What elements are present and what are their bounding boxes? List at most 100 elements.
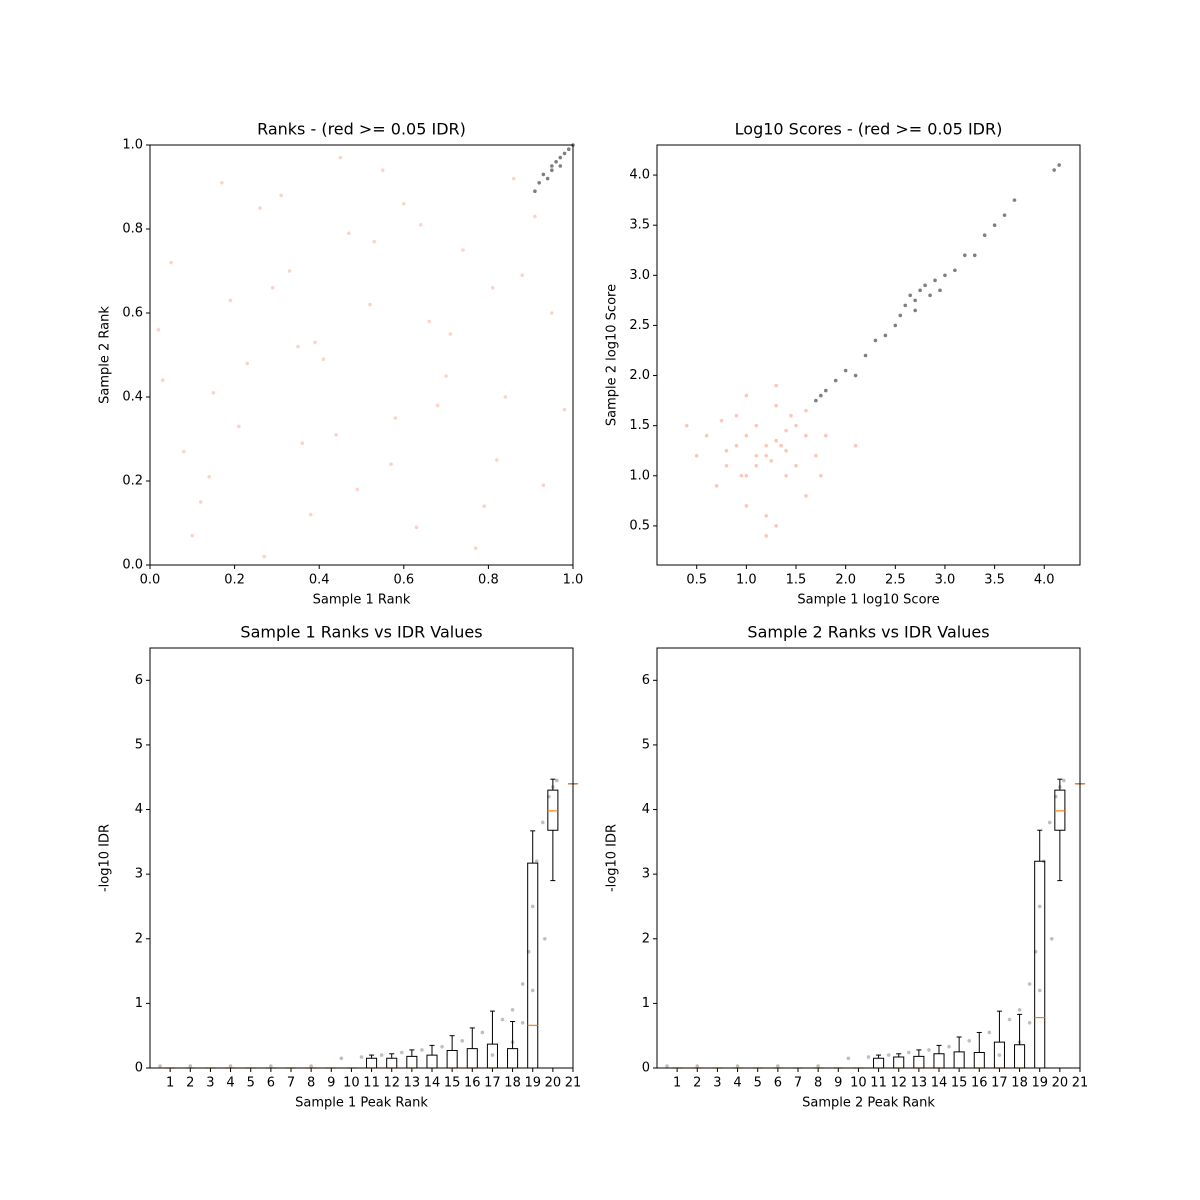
- x-tick-label: 21: [1072, 1076, 1089, 1091]
- x-tick-label: 7: [287, 1076, 295, 1091]
- point: [460, 1039, 465, 1043]
- point: [734, 413, 739, 418]
- x-tick-label: 0.2: [224, 573, 245, 588]
- point: [754, 453, 759, 458]
- point: [300, 441, 305, 446]
- point: [804, 408, 808, 413]
- point: [833, 378, 838, 383]
- point: [923, 283, 927, 288]
- x-tick-label: 17: [991, 1076, 1008, 1091]
- point: [1052, 168, 1056, 172]
- point: [448, 332, 453, 336]
- x-tick-label: 2.5: [885, 573, 906, 588]
- x-axis-label: Sample 1 Peak Rank: [295, 1096, 428, 1111]
- x-tick-label: 10: [343, 1076, 360, 1091]
- point: [511, 176, 516, 181]
- x-tick-label: 5: [754, 1076, 762, 1091]
- point: [269, 1064, 273, 1068]
- point: [695, 1064, 700, 1068]
- point: [355, 487, 360, 492]
- x-axis-label: Sample 2 Peak Rank: [802, 1096, 935, 1111]
- point: [190, 533, 195, 538]
- point: [338, 155, 343, 160]
- x-tick-label: 4.0: [1034, 573, 1055, 588]
- point: [1017, 1008, 1022, 1012]
- y-tick-label: 0.5: [629, 518, 650, 533]
- y-tick-label: 4.0: [629, 168, 650, 183]
- point: [789, 413, 793, 418]
- point: [927, 1048, 931, 1052]
- axes-frame: [656, 647, 1081, 1069]
- point: [744, 393, 749, 398]
- x-tick-label: 3.0: [935, 573, 956, 588]
- x-tick-label: 20: [1052, 1076, 1069, 1091]
- point: [774, 403, 778, 408]
- box: [527, 862, 539, 1069]
- point: [503, 395, 508, 399]
- x-tick-label: 14: [931, 1076, 948, 1091]
- point: [372, 239, 376, 244]
- point: [554, 160, 558, 164]
- y-tick-label: 2: [642, 931, 650, 946]
- y-axis-label: -log10 IDR: [98, 824, 113, 892]
- point: [908, 293, 913, 298]
- x-tick-label: 9: [834, 1076, 842, 1091]
- point: [541, 483, 546, 488]
- point: [550, 164, 554, 168]
- box: [507, 1048, 519, 1069]
- point: [744, 473, 749, 478]
- point: [562, 407, 567, 412]
- point: [1027, 1020, 1032, 1025]
- point: [399, 1050, 404, 1055]
- x-tick-label: 1.5: [786, 573, 807, 588]
- point: [972, 253, 977, 258]
- point: [933, 278, 937, 283]
- point: [500, 1017, 505, 1022]
- point: [440, 1044, 444, 1049]
- box: [426, 1054, 438, 1069]
- y-tick-label: 1.0: [122, 138, 143, 153]
- point: [898, 313, 903, 318]
- y-tick-label: 5: [135, 737, 143, 752]
- point: [321, 357, 326, 362]
- point: [784, 448, 788, 453]
- y-tick-label: 1: [642, 996, 650, 1011]
- point: [953, 268, 957, 273]
- point: [804, 433, 808, 438]
- point: [719, 418, 724, 423]
- point: [555, 778, 559, 783]
- x-tick-label: 19: [1031, 1076, 1048, 1091]
- x-tick-label: 5: [247, 1076, 255, 1091]
- point: [824, 388, 828, 393]
- point: [313, 340, 317, 345]
- point: [843, 368, 848, 373]
- point: [207, 475, 212, 479]
- x-tick-label: 16: [464, 1076, 481, 1091]
- box: [386, 1057, 398, 1069]
- point: [558, 155, 563, 160]
- point: [347, 231, 351, 235]
- point: [903, 303, 908, 308]
- point: [270, 286, 275, 290]
- axes-frame: [149, 647, 574, 1069]
- point: [287, 269, 292, 273]
- point: [1037, 904, 1042, 909]
- point: [804, 494, 808, 498]
- x-axis-label: Sample 1 log10 Score: [797, 593, 939, 608]
- point: [220, 181, 224, 185]
- point: [245, 361, 250, 366]
- y-tick-label: 0.8: [122, 222, 143, 237]
- point: [562, 151, 567, 156]
- point: [490, 1053, 495, 1057]
- point: [435, 403, 440, 408]
- point: [963, 253, 967, 258]
- point: [1037, 988, 1042, 993]
- x-tick-label: 3.5: [984, 573, 1005, 588]
- y-tick-label: 3.5: [629, 218, 650, 233]
- point: [156, 328, 161, 332]
- point: [198, 500, 203, 504]
- point: [414, 525, 419, 529]
- point: [558, 164, 563, 168]
- x-tick-label: 2.0: [835, 573, 856, 588]
- point: [182, 449, 186, 454]
